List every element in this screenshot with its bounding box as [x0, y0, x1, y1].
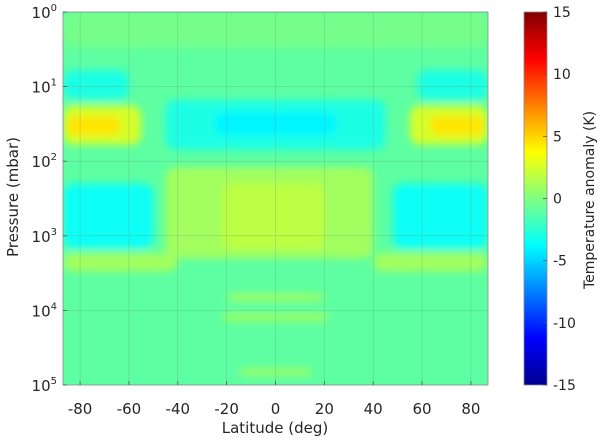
y-tick-label: 101 — [32, 78, 57, 97]
x-axis-title: Latitude (deg) — [222, 419, 328, 437]
anomaly-region-lower-right-warm — [373, 252, 488, 272]
colorbar-tick-label: 15 — [553, 5, 571, 21]
anomaly-region-lower-left-warm — [63, 252, 178, 272]
anomaly-region-equatorial-warm-core — [221, 183, 325, 249]
colorbar-ticks: 15 10 5 0 -5 -10 -15 — [543, 5, 576, 394]
colorbar-title: Temperature anomaly (K) — [582, 111, 598, 290]
anomaly-field — [63, 12, 488, 376]
grid-lines — [63, 12, 488, 385]
colorbar-tick-label: 0 — [553, 192, 562, 208]
x-axis: -80 -60 -40 -20 0 20 40 60 80 — [68, 381, 480, 418]
anomaly-region-left-mid-cool — [63, 183, 154, 249]
anomaly-region-left-warm-inner — [65, 116, 122, 136]
x-tick-label: 20 — [315, 400, 334, 418]
x-tick-label: 0 — [271, 400, 281, 418]
colorbar-tick-label: -15 — [553, 378, 576, 394]
x-tick-label: 80 — [461, 400, 480, 418]
anomaly-region-upper-right-cool — [417, 70, 488, 100]
anomaly-region-right-warm-inner — [429, 116, 486, 136]
y-tick-label: 104 — [32, 301, 57, 320]
colorbar-tick-label: -10 — [553, 316, 576, 332]
y-tick-label: 102 — [32, 152, 57, 171]
x-tick-label: 60 — [413, 400, 432, 418]
y-tick-label: 103 — [32, 227, 57, 246]
y-axis: 100 101 102 103 104 105 — [32, 3, 67, 395]
colorbar-tick-label: -5 — [553, 254, 567, 270]
x-tick-label: -40 — [166, 400, 191, 418]
y-tick-label: 105 — [32, 376, 57, 395]
anomaly-region-right-mid-cool — [392, 183, 488, 249]
colorbar-tick-label: 5 — [553, 129, 562, 145]
plot-area — [63, 12, 488, 385]
colorbar-tick-label: 10 — [553, 67, 571, 83]
x-tick-label: 40 — [364, 400, 383, 418]
x-tick-label: -60 — [117, 400, 142, 418]
x-tick-label: -20 — [214, 400, 239, 418]
x-tick-label: -80 — [68, 400, 93, 418]
anomaly-region-upper-left-cool — [63, 70, 129, 100]
y-tick-label: 100 — [32, 3, 57, 22]
y-axis-title: Pressure (mbar) — [4, 137, 22, 257]
